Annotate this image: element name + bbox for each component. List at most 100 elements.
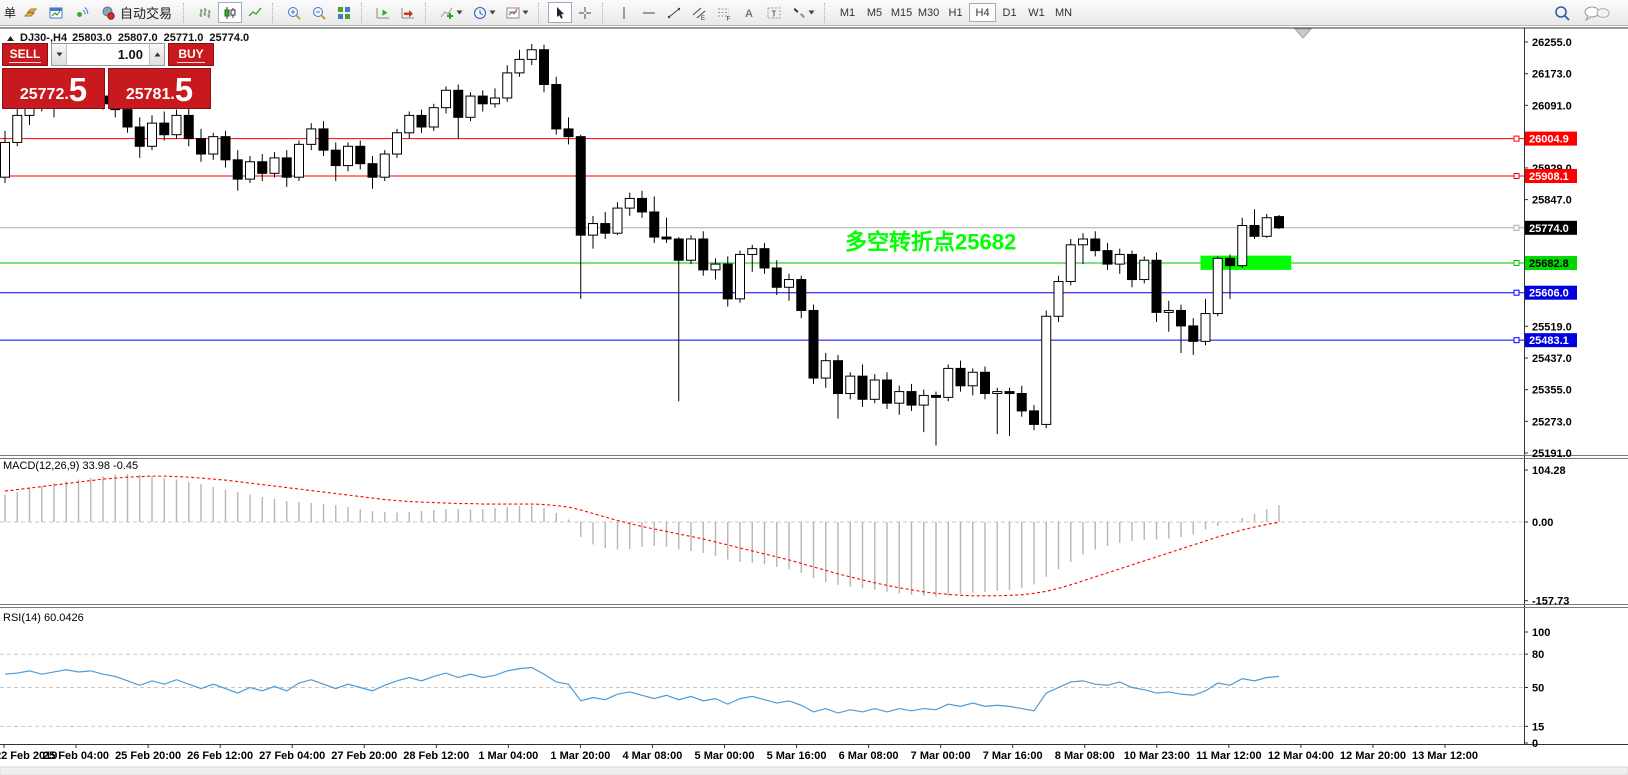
candle-body <box>490 97 500 105</box>
templates-button[interactable] <box>501 2 533 23</box>
fibonacci-tool-button[interactable]: F <box>712 2 736 23</box>
indicators-button[interactable] <box>435 2 467 23</box>
horizontal-line-tool-button[interactable] <box>637 2 661 23</box>
price-line-handle[interactable] <box>1513 260 1520 267</box>
candle-body <box>882 379 892 404</box>
indicators-icon <box>440 7 454 19</box>
search-icon <box>1555 5 1570 21</box>
candle-body <box>1249 224 1260 237</box>
channel-tool-button[interactable]: E <box>687 2 711 23</box>
volume-decrease-button[interactable] <box>52 44 67 65</box>
candle-body <box>845 375 856 395</box>
time-tick-label: 26 Feb 12:00 <box>187 750 253 762</box>
price-chart[interactable]: 多空转折点2568226255.026173.026091.025929.025… <box>0 26 1628 775</box>
gold-ingot-icon <box>23 8 38 16</box>
zoom-in-button[interactable] <box>282 2 306 23</box>
chart-shift-button[interactable] <box>371 2 395 23</box>
rsi-label: RSI(14) 60.0426 <box>3 612 84 624</box>
pivot-annotation[interactable]: 多空转折点25682 <box>845 229 1016 254</box>
timeframe-m30-button[interactable]: M30 <box>917 7 940 19</box>
bar-chart-mode-button[interactable] <box>193 2 217 23</box>
sell-price[interactable]: 25772. 5 <box>2 68 105 109</box>
gold-quotes-button[interactable] <box>19 2 43 23</box>
chat-button[interactable] <box>1580 2 1614 23</box>
new-order-button[interactable]: 单 <box>4 6 17 20</box>
timeframe-m15-button[interactable]: M15 <box>890 7 913 19</box>
arrows-tool-button[interactable] <box>787 2 819 23</box>
crosshair-icon <box>579 6 592 19</box>
macd-axis-label: -157.73 <box>1532 596 1569 608</box>
candle-body <box>159 122 170 136</box>
timeframe-h1-button[interactable]: H1 <box>948 7 963 19</box>
price-line-handle[interactable] <box>1513 135 1520 142</box>
panel-toggle-icon[interactable] <box>6 34 15 42</box>
candle-body <box>1102 250 1113 265</box>
candle-body <box>1237 224 1248 267</box>
horizontal-scrollbar[interactable] <box>0 766 1628 775</box>
line-chart-mode-button[interactable] <box>243 2 267 23</box>
vertical-line-tool-button[interactable] <box>612 2 636 23</box>
candle-body <box>404 114 415 134</box>
timeframe-mn-button[interactable]: MN <box>1054 7 1073 19</box>
sell-button[interactable]: SELL <box>2 43 48 66</box>
timeframe-w1-button[interactable]: W1 <box>1028 7 1045 19</box>
candle-body <box>649 211 660 238</box>
candle-body <box>612 207 623 234</box>
price-line-handle[interactable] <box>1513 224 1520 231</box>
crosshair-tool-button[interactable] <box>573 2 597 23</box>
buy-price[interactable]: 25781. 5 <box>108 68 211 109</box>
tile-windows-button[interactable] <box>332 2 356 23</box>
toolbar-right-group <box>1550 2 1624 23</box>
candle-body <box>637 197 647 213</box>
candle-body <box>833 360 843 395</box>
timeframe-d1-button[interactable]: D1 <box>1002 7 1017 19</box>
buy-button[interactable]: BUY <box>168 43 214 66</box>
trendline-tool-button[interactable] <box>662 2 686 23</box>
price-line-handle[interactable] <box>1513 289 1520 296</box>
time-tick-label: 28 Feb 12:00 <box>403 750 469 762</box>
price-tick-label: 26091.0 <box>1532 100 1572 112</box>
price-tick-label: 25191.0 <box>1532 448 1572 460</box>
price-line-badge <box>1525 285 1577 300</box>
new-chart-button[interactable] <box>44 2 68 23</box>
auto-scroll-button[interactable] <box>396 2 420 23</box>
profiles-button[interactable] <box>69 2 93 23</box>
search-button[interactable] <box>1550 2 1574 23</box>
toolbar-separator <box>425 2 431 23</box>
chart-window-icon <box>49 7 63 18</box>
cursor-tool-button[interactable] <box>548 2 573 23</box>
volume-input[interactable] <box>67 44 149 65</box>
svg-text:F: F <box>727 15 731 21</box>
candle-body <box>367 163 378 178</box>
candle-body <box>12 114 23 143</box>
timeframe-m1-button[interactable]: M1 <box>839 7 856 19</box>
candle-body <box>686 238 696 261</box>
candle-body <box>1065 244 1076 282</box>
candle-body <box>771 267 782 288</box>
text-label-icon: T <box>767 7 781 18</box>
candle-body <box>1212 257 1223 315</box>
price-tick-label: 25519.0 <box>1532 321 1572 333</box>
zoom-out-button[interactable] <box>307 2 331 23</box>
price-line-badge <box>1525 131 1577 146</box>
price-line-handle[interactable] <box>1513 337 1520 344</box>
price-line-badge-label: 25908.1 <box>1529 171 1569 183</box>
candle-body <box>1176 309 1186 327</box>
periods-button[interactable] <box>468 2 500 23</box>
timeframe-h4-button[interactable]: H4 <box>969 3 997 22</box>
autotrading-button[interactable]: 自动交易 <box>94 2 178 23</box>
price-line-handle[interactable] <box>1513 172 1520 179</box>
time-tick-label: 6 Mar 08:00 <box>839 750 899 762</box>
chevron-down-icon <box>808 10 815 15</box>
triangle-up-icon <box>154 52 160 57</box>
text-label-tool-button[interactable]: T <box>762 2 786 23</box>
candle-body <box>661 236 672 240</box>
volume-increase-button[interactable] <box>149 44 164 65</box>
timeframe-m5-button[interactable]: M5 <box>866 7 883 19</box>
rsi-axis-label: 80 <box>1532 649 1544 661</box>
candlestick-mode-button[interactable] <box>218 2 243 23</box>
text-tool-button[interactable]: A <box>737 2 761 23</box>
chart-shift-marker[interactable] <box>1293 28 1313 39</box>
